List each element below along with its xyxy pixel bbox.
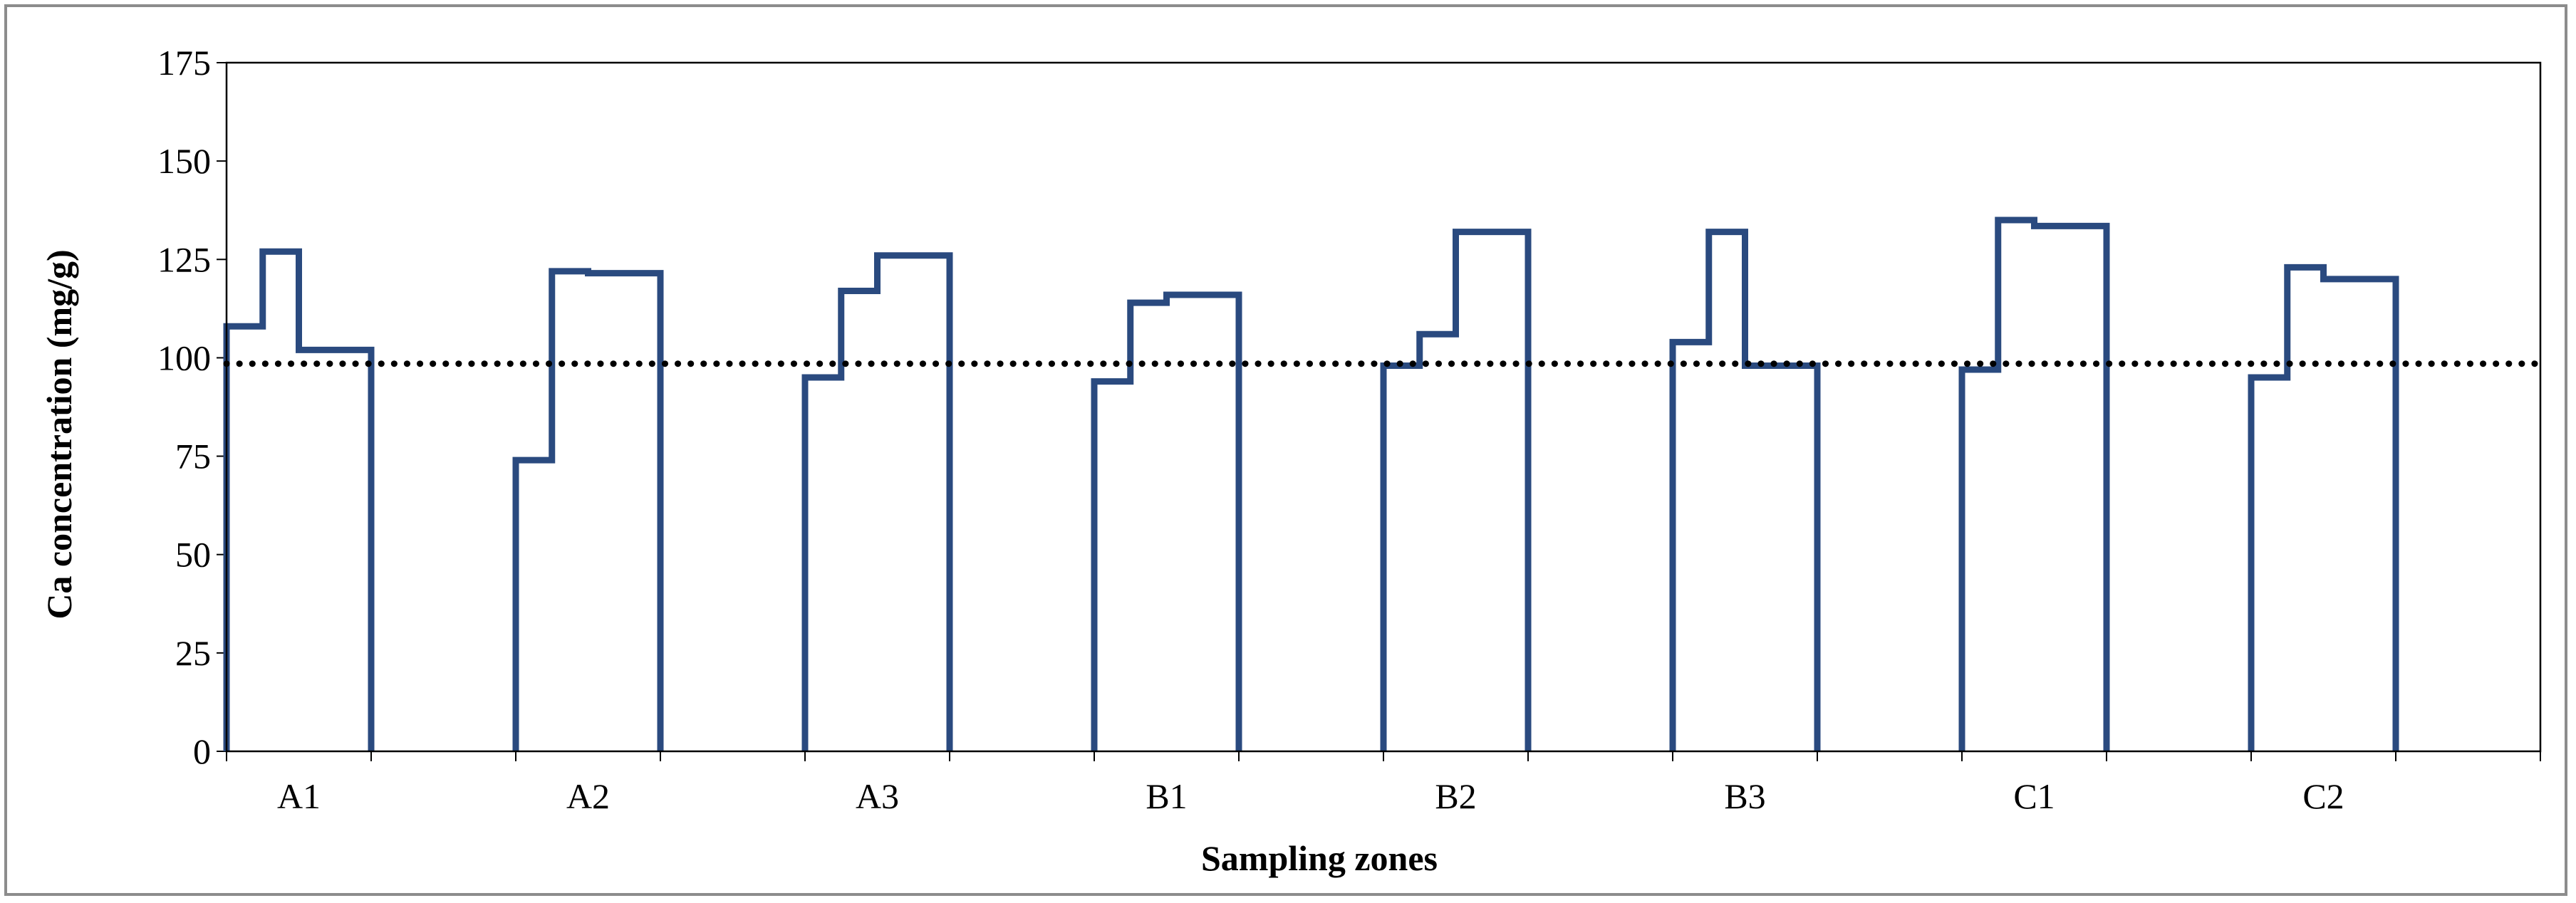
x-category-label: C1: [2013, 776, 2055, 816]
x-axis-ticks: A1 A2 A3 B1 B2 B3 C1 C2: [226, 751, 2541, 816]
series-step-C2: [2248, 263, 2399, 751]
series-step-A2: [512, 268, 664, 751]
axes-layer: [225, 61, 2542, 753]
x-category-label: A1: [277, 776, 321, 816]
y-tick-label: 0: [193, 731, 211, 771]
y-tick-label: 50: [175, 535, 211, 575]
x-axis-title: Sampling zones: [1201, 838, 1438, 878]
x-category-label: B1: [1146, 776, 1187, 816]
series-step-B1: [1091, 291, 1242, 751]
y-tick-label: 125: [157, 239, 211, 279]
y-tick-label: 25: [175, 633, 211, 673]
series-step-C1: [1958, 216, 2110, 751]
y-tick-label: 150: [157, 141, 211, 181]
x-category-label: A2: [566, 776, 610, 816]
x-category-label: A3: [856, 776, 899, 816]
y-axis-ticks: 0 25 50 75 100 125 150 175: [157, 43, 227, 771]
series-step-B3: [1669, 229, 1821, 751]
series-step-A3: [801, 252, 953, 751]
y-axis-title: Ca concentration (mg/g): [39, 249, 79, 619]
y-tick-label: 100: [157, 338, 211, 377]
series-step-A1: [223, 248, 375, 751]
x-category-label: B2: [1435, 776, 1476, 816]
plot-area-border: [225, 61, 2542, 753]
y-tick-label: 175: [157, 43, 211, 83]
series-layer: [223, 216, 2399, 751]
y-tick-label: 75: [175, 437, 211, 476]
chart-frame: [4, 4, 2567, 896]
series-step-B2: [1380, 229, 1532, 751]
x-category-label: B3: [1724, 776, 1765, 816]
x-category-label: C2: [2302, 776, 2344, 816]
